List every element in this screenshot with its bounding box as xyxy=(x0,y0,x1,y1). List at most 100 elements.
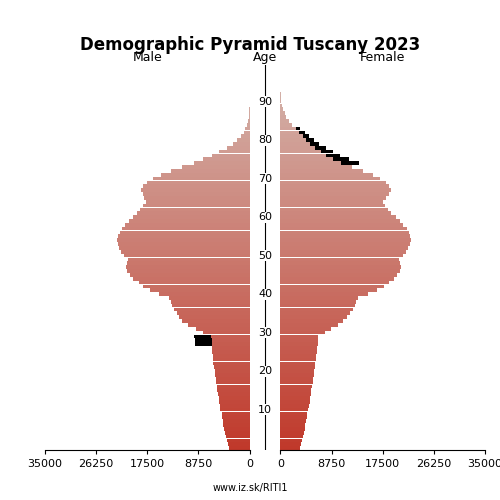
Bar xyxy=(248,115,250,119)
Bar xyxy=(280,266,402,269)
Bar xyxy=(280,184,389,188)
Bar xyxy=(218,396,250,400)
Bar xyxy=(130,273,250,276)
Bar xyxy=(120,246,250,250)
Bar xyxy=(212,338,250,342)
Bar xyxy=(280,150,333,154)
Bar xyxy=(280,350,316,354)
Text: 80: 80 xyxy=(258,135,272,145)
Bar xyxy=(203,158,250,161)
Text: 40: 40 xyxy=(258,289,272,299)
Text: 20: 20 xyxy=(258,366,272,376)
Bar xyxy=(226,434,250,438)
Bar xyxy=(214,369,250,373)
Text: 10: 10 xyxy=(258,404,272,414)
Bar xyxy=(280,126,295,130)
Bar xyxy=(144,196,250,200)
Bar xyxy=(227,438,250,442)
Bar xyxy=(280,192,388,196)
Bar xyxy=(280,308,353,312)
Bar xyxy=(127,262,250,265)
Bar xyxy=(194,338,250,342)
Bar xyxy=(125,223,250,226)
Bar xyxy=(280,354,316,358)
Bar xyxy=(222,412,250,416)
Bar xyxy=(219,150,250,154)
Bar xyxy=(280,316,347,319)
Bar xyxy=(182,319,250,323)
Bar xyxy=(212,350,250,354)
Bar xyxy=(280,258,399,262)
Bar xyxy=(280,366,315,369)
Bar xyxy=(143,204,250,208)
Bar xyxy=(194,334,250,338)
Bar xyxy=(247,123,250,126)
Bar xyxy=(280,338,318,342)
Bar xyxy=(120,230,250,234)
Bar xyxy=(161,173,250,176)
Bar xyxy=(174,308,250,312)
Bar xyxy=(280,416,306,419)
Bar xyxy=(280,254,403,258)
Bar xyxy=(216,377,250,380)
Bar xyxy=(128,219,250,223)
Bar xyxy=(227,146,250,150)
Bar xyxy=(146,200,250,203)
Bar xyxy=(280,146,326,150)
Bar xyxy=(280,219,400,223)
Bar xyxy=(280,108,283,111)
Bar xyxy=(280,200,382,203)
Bar xyxy=(280,373,314,377)
Bar xyxy=(280,288,377,292)
Bar xyxy=(153,176,250,180)
Bar xyxy=(121,250,250,254)
Bar xyxy=(180,316,250,319)
Bar xyxy=(132,277,250,280)
Bar xyxy=(280,358,316,362)
Bar xyxy=(213,354,250,358)
Bar xyxy=(280,188,392,192)
Title: Age: Age xyxy=(253,51,277,64)
Bar xyxy=(172,304,250,308)
Bar xyxy=(146,180,250,184)
Bar xyxy=(280,273,398,276)
Bar xyxy=(280,100,281,103)
Bar xyxy=(280,158,349,161)
Bar xyxy=(280,208,388,211)
Bar xyxy=(229,446,250,450)
Bar xyxy=(280,162,358,165)
Bar xyxy=(220,408,250,412)
Bar xyxy=(280,412,307,416)
Bar xyxy=(280,126,300,130)
Bar xyxy=(127,269,250,273)
Bar xyxy=(280,392,311,396)
Bar xyxy=(220,404,250,407)
Bar xyxy=(280,158,333,161)
Bar xyxy=(280,230,409,234)
Bar xyxy=(280,442,301,446)
Bar xyxy=(280,327,331,330)
Bar xyxy=(228,442,250,446)
Bar xyxy=(280,404,309,407)
Bar xyxy=(280,227,406,230)
Bar xyxy=(280,362,316,365)
Bar xyxy=(280,138,306,142)
Bar xyxy=(280,280,388,284)
Bar xyxy=(280,262,400,265)
Bar xyxy=(280,434,303,438)
Bar xyxy=(219,400,250,404)
Bar xyxy=(215,373,250,377)
Bar xyxy=(280,173,372,176)
Bar xyxy=(212,342,250,346)
Bar xyxy=(218,388,250,392)
Title: Male: Male xyxy=(132,51,162,64)
Bar xyxy=(203,330,250,334)
Bar xyxy=(280,246,408,250)
Bar xyxy=(280,215,396,219)
Bar xyxy=(249,112,250,115)
Bar xyxy=(280,138,314,142)
Bar xyxy=(213,358,250,362)
Bar xyxy=(222,416,250,419)
Bar xyxy=(216,381,250,384)
Bar xyxy=(280,169,363,172)
